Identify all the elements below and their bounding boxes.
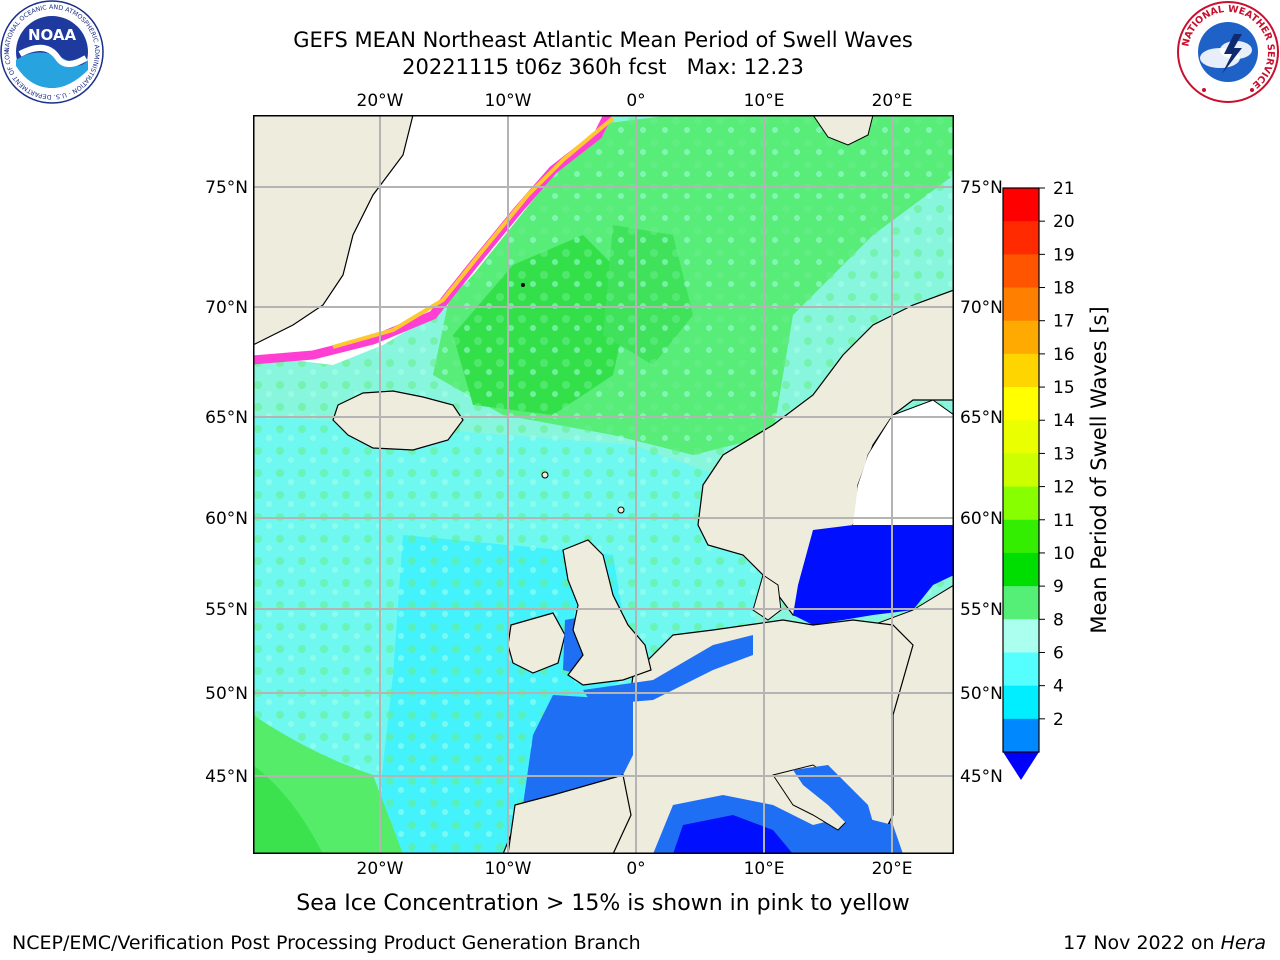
lon-label-bottom: 0° [626,859,645,879]
lat-label-right: 55°N [960,600,1003,620]
lat-labels-left: 75°N 70°N 65°N 60°N 55°N 50°N 45°N [205,178,248,787]
colorbar-label: Mean Period of Swell Waves [s] [1087,306,1111,633]
chart-title-line-2: 20221115 t06z 360h fcst Max: 12.23 [402,55,804,79]
iceland-land [332,390,464,451]
colorbar-segment [1003,387,1039,421]
lon-label-top: 0° [626,91,645,111]
lon-label-top: 20°W [357,91,404,111]
greenland-land [253,115,414,346]
footer-host: Hera [1220,932,1266,954]
lat-label-left: 70°N [205,298,248,318]
colorbar-tick-label: 15 [1053,378,1075,398]
lat-label-right: 60°N [960,509,1003,529]
colorbar-segment [1003,685,1039,720]
lon-label-top: 10°E [744,91,785,111]
lon-label-bottom: 20°W [357,859,404,879]
colorbar-tick-label: 14 [1053,411,1075,431]
lon-label-top: 10°W [485,91,532,111]
colorbar-segment [1003,619,1039,653]
colorbar-frame [1002,187,1040,753]
lat-label-left: 45°N [205,767,248,787]
colorbar-tick-label: 8 [1053,610,1064,630]
colorbar-segment [1003,552,1039,587]
colorbar-segment [1003,486,1039,521]
nws-logo: NATIONAL WEATHER SERVICE [1177,1,1279,103]
lon-label-bottom: 10°E [744,859,785,879]
lat-label-left: 55°N [205,600,248,620]
lon-labels-top: 20°W 10°W 0° 10°E 20°E [357,91,913,111]
colorbar-extend-arrow [1003,752,1039,780]
noaa-logo-text: NOAA [28,26,77,44]
colorbar-segment [1003,320,1039,355]
great-britain-land [562,539,652,686]
lon-label-top: 20°E [872,91,913,111]
map-gridlines [253,115,954,854]
baltic-sea [793,525,954,625]
colorbar-tick-label: 21 [1053,180,1075,199]
chart-title-line-1: GEFS MEAN Northeast Atlantic Mean Period… [293,28,913,52]
colorbar-tick-label: 2 [1053,710,1064,730]
colorbar-segment [1003,519,1039,554]
colorbar-tick-label: 6 [1053,643,1064,663]
colorbar-segment [1003,652,1039,687]
colorbar-tick-label: 11 [1053,511,1075,531]
lat-label-left: 50°N [205,684,248,704]
colorbar-tick-label: 19 [1053,245,1075,265]
colorbar: 21 20 19 18 17 16 15 14 13 12 11 10 9 8 6 4 2 Mean Perio… [1002,180,1111,780]
sea-ice-caption: Sea Ice Concentration > 15% is shown in … [296,891,910,916]
lat-label-right: 75°N [960,178,1003,198]
colorbar-ticks: 21 20 19 18 17 16 15 14 13 12 11 10 9 8 6 4 2 [1039,180,1075,730]
footer-date: 17 Nov 2022 on [1063,932,1221,954]
colorbar-segment [1003,287,1039,322]
colorbar-tick-label: 13 [1053,444,1075,464]
colorbar-segment [1003,420,1039,454]
colorbar-segment [1003,254,1039,289]
footer-left: NCEP/EMC/Verification Post Processing Pr… [12,932,641,954]
map-frame [253,115,954,854]
colorbar-segment [1003,221,1039,255]
lat-labels-right: 75°N 70°N 65°N 60°N 55°N 50°N 45°N [960,178,1003,787]
colorbar-tick-label: 16 [1053,345,1075,365]
colorbar-tick-label: 9 [1053,577,1064,597]
lat-label-right: 45°N [960,767,1003,787]
colorbar-segment [1003,718,1039,753]
colorbar-segments [1003,188,1039,753]
lat-label-left: 60°N [205,509,248,529]
lat-label-left: 75°N [205,178,248,198]
lon-labels-bottom: 20°W 10°W 0° 10°E 20°E [357,859,913,879]
colorbar-tick-label: 12 [1053,478,1075,498]
swell-period-map [253,115,954,854]
colorbar-segment [1003,188,1039,222]
colorbar-segment [1003,453,1039,488]
colorbar-tick-label: 4 [1053,677,1064,697]
lat-label-right: 70°N [960,298,1003,318]
colorbar-tick-label: 17 [1053,312,1075,332]
colorbar-tick-label: 18 [1053,279,1075,299]
colorbar-tick-label: 10 [1053,544,1075,564]
colorbar-segment [1003,353,1039,388]
footer-right: 17 Nov 2022 on Hera [1063,930,1266,956]
lon-label-bottom: 10°W [485,859,532,879]
lon-label-bottom: 20°E [872,859,913,879]
noaa-logo: NATIONAL OCEANIC AND ATMOSPHERIC ADMINIS… [0,0,104,104]
lat-label-left: 65°N [205,408,248,428]
colorbar-segment [1003,586,1039,620]
lat-label-right: 50°N [960,684,1003,704]
colorbar-tick-label: 20 [1053,212,1075,232]
lat-label-right: 65°N [960,408,1003,428]
